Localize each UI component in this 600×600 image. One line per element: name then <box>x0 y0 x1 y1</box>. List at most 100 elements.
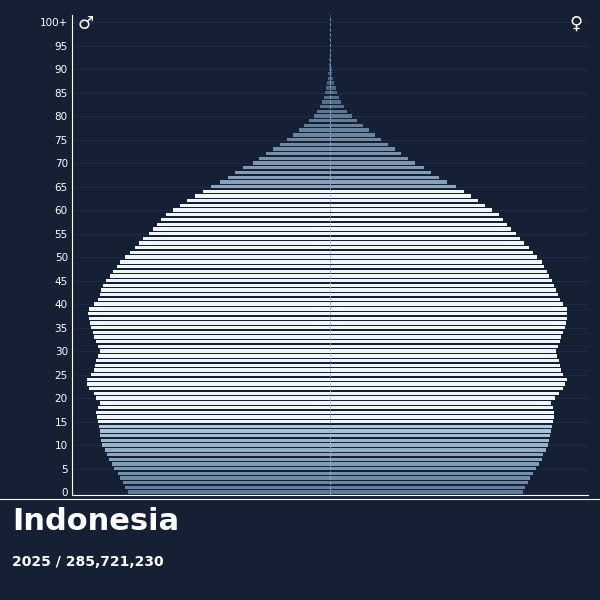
Bar <box>330 86 335 89</box>
Bar <box>153 227 330 230</box>
Bar <box>330 312 568 315</box>
Bar <box>100 293 330 296</box>
Bar <box>330 279 552 283</box>
Bar <box>330 406 553 409</box>
Bar <box>95 364 330 367</box>
Bar <box>330 223 507 226</box>
Bar <box>266 152 330 155</box>
Bar <box>327 82 330 85</box>
Bar <box>330 335 562 339</box>
Bar <box>98 425 330 428</box>
Bar <box>97 415 330 419</box>
Bar <box>330 72 332 76</box>
Bar <box>330 443 548 447</box>
Bar <box>330 232 516 235</box>
Bar <box>330 368 562 371</box>
Text: Indonesia: Indonesia <box>12 507 179 536</box>
Bar <box>330 269 547 273</box>
Bar <box>330 105 344 109</box>
Bar <box>195 194 330 197</box>
Bar <box>125 486 330 489</box>
Bar <box>90 321 330 325</box>
Bar <box>330 397 556 400</box>
Bar <box>329 58 330 61</box>
Text: ♂: ♂ <box>77 15 93 33</box>
Bar <box>120 476 330 480</box>
Bar <box>88 312 330 315</box>
Bar <box>330 227 511 230</box>
Bar <box>330 377 566 381</box>
Bar <box>330 458 542 461</box>
Bar <box>329 62 330 66</box>
Bar <box>330 62 331 66</box>
Bar <box>330 434 550 437</box>
Bar <box>330 67 332 71</box>
Bar <box>253 161 330 165</box>
Bar <box>330 91 337 94</box>
Bar <box>114 467 330 470</box>
Bar <box>143 236 330 240</box>
Bar <box>330 425 552 428</box>
Bar <box>89 307 330 311</box>
Bar <box>330 115 352 118</box>
Bar <box>100 401 330 404</box>
Bar <box>330 317 566 320</box>
Bar <box>109 458 330 461</box>
Bar <box>330 147 395 151</box>
Bar <box>100 430 330 433</box>
Bar <box>94 302 330 306</box>
Bar <box>91 373 330 376</box>
Bar <box>330 128 368 132</box>
Bar <box>330 100 341 104</box>
Bar <box>98 406 330 409</box>
Bar <box>330 359 559 362</box>
Bar <box>98 354 330 358</box>
Bar <box>330 82 334 85</box>
Bar <box>139 241 330 245</box>
Bar <box>235 171 330 174</box>
Bar <box>125 256 330 259</box>
Bar <box>330 486 525 489</box>
Bar <box>330 293 558 296</box>
Bar <box>330 265 544 268</box>
Bar <box>330 119 356 122</box>
Bar <box>94 392 330 395</box>
Bar <box>220 180 330 184</box>
Bar <box>86 377 330 381</box>
Bar <box>330 340 560 343</box>
Bar <box>293 133 330 137</box>
Bar <box>330 331 563 334</box>
Bar <box>330 472 533 475</box>
Bar <box>330 490 523 494</box>
Bar <box>113 269 330 273</box>
Bar <box>330 251 533 254</box>
Text: ♀: ♀ <box>570 15 583 33</box>
Bar <box>130 251 330 254</box>
Bar <box>96 340 330 343</box>
Bar <box>329 67 330 71</box>
Bar <box>330 453 543 456</box>
Bar <box>330 166 424 169</box>
Bar <box>330 199 478 202</box>
Bar <box>304 124 330 127</box>
Bar <box>330 204 485 207</box>
Bar <box>330 302 563 306</box>
Bar <box>117 265 330 268</box>
Bar <box>299 128 330 132</box>
Bar <box>330 439 550 442</box>
Bar <box>330 246 529 250</box>
Bar <box>330 401 551 404</box>
Bar <box>211 185 330 188</box>
Bar <box>101 289 330 292</box>
Bar <box>330 307 566 311</box>
Bar <box>330 124 362 127</box>
Bar <box>91 326 330 329</box>
Bar <box>317 110 330 113</box>
Bar <box>330 152 401 155</box>
Bar <box>259 157 330 160</box>
Bar <box>330 345 558 348</box>
Bar <box>330 467 536 470</box>
Bar <box>330 53 331 56</box>
Bar <box>330 110 347 113</box>
Text: 2025 / 285,721,230: 2025 / 285,721,230 <box>12 555 164 569</box>
